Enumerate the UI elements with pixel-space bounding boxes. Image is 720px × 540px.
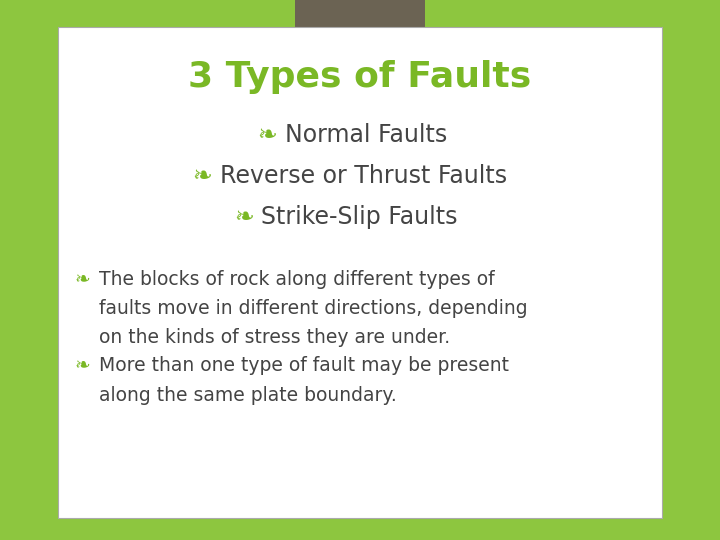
Bar (58, 27, 662, 518)
Text: The blocks of rock along different types of: The blocks of rock along different types… (99, 270, 494, 289)
Text: Strike-Slip Faults: Strike-Slip Faults (261, 205, 457, 229)
Text: on the kinds of stress they are under.: on the kinds of stress they are under. (99, 328, 450, 347)
Text: ❧: ❧ (234, 205, 253, 229)
Text: ❧: ❧ (74, 356, 90, 375)
Text: along the same plate boundary.: along the same plate boundary. (99, 386, 397, 404)
Text: ❧: ❧ (258, 123, 277, 147)
Text: ❧: ❧ (74, 270, 90, 289)
Bar (295, 0, 425, 54)
Text: Normal Faults: Normal Faults (285, 123, 447, 147)
Text: 3 Types of Faults: 3 Types of Faults (189, 60, 531, 93)
Text: More than one type of fault may be present: More than one type of fault may be prese… (99, 356, 508, 375)
Text: ❧: ❧ (193, 164, 212, 188)
Text: faults move in different directions, depending: faults move in different directions, dep… (99, 299, 527, 318)
Text: Reverse or Thrust Faults: Reverse or Thrust Faults (220, 164, 508, 188)
